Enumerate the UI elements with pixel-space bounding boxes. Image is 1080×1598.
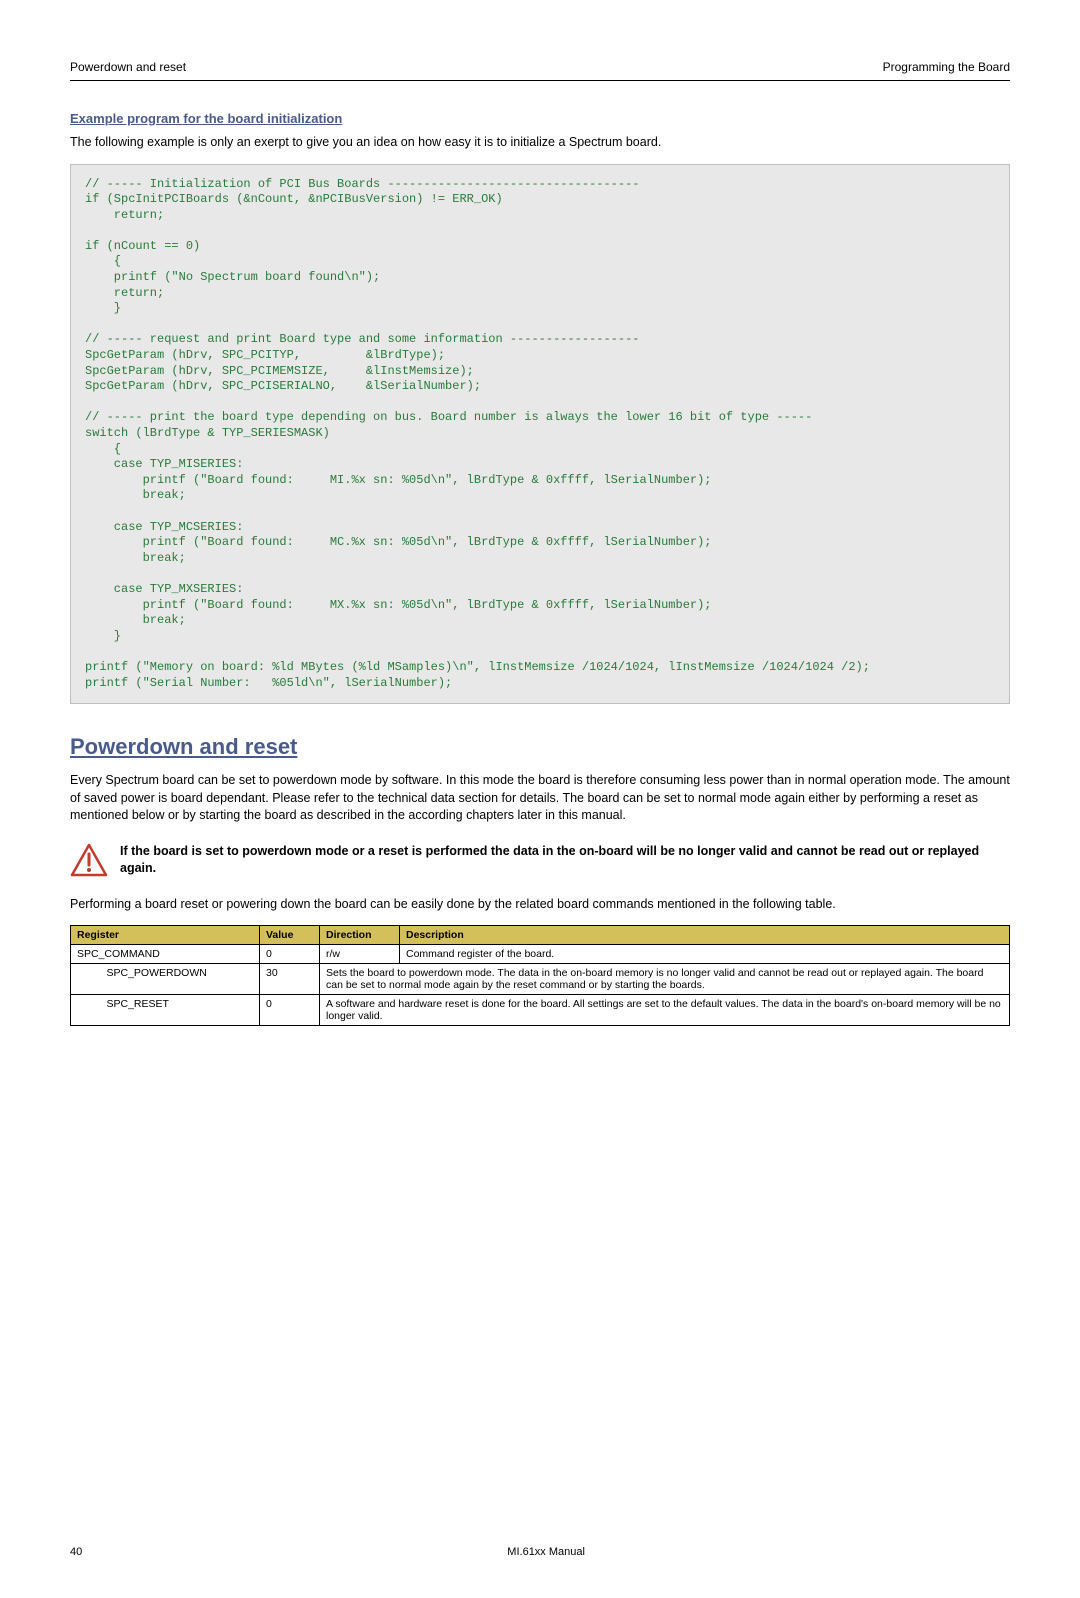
th-direction: Direction (319, 926, 399, 945)
cell-desc: Sets the board to powerdown mode. The da… (319, 964, 1009, 995)
page-header: Powerdown and reset Programming the Boar… (70, 60, 1010, 81)
header-right: Programming the Board (883, 60, 1010, 74)
page-footer: 40 MI.61xx Manual (70, 1546, 1010, 1558)
powerdown-section: Powerdown and reset Every Spectrum board… (70, 734, 1010, 1026)
cell-reg: SPC_RESET (101, 995, 260, 1026)
th-value: Value (259, 926, 319, 945)
powerdown-para2: Performing a board reset or powering dow… (70, 896, 1010, 914)
example-subtitle: Example program for the board initializa… (70, 111, 1010, 126)
cell-dir: r/w (319, 945, 399, 964)
cell-reg: SPC_POWERDOWN (101, 964, 260, 995)
cell-indent (71, 964, 101, 995)
example-intro: The following example is only an exerpt … (70, 134, 1010, 152)
cell-val: 30 (259, 964, 319, 995)
cell-desc: A software and hardware reset is done fo… (319, 995, 1009, 1026)
table-row: SPC_POWERDOWN 30 Sets the board to power… (71, 964, 1010, 995)
cell-desc: Command register of the board. (399, 945, 1009, 964)
warning-icon (70, 843, 108, 877)
th-description: Description (399, 926, 1009, 945)
example-section: Example program for the board initializa… (70, 111, 1010, 704)
footer-page: 40 (70, 1546, 82, 1558)
table-row: SPC_COMMAND 0 r/w Command register of th… (71, 945, 1010, 964)
powerdown-para1: Every Spectrum board can be set to power… (70, 772, 1010, 825)
header-left: Powerdown and reset (70, 60, 186, 74)
footer-center: MI.61xx Manual (82, 1546, 1010, 1558)
cell-indent (71, 995, 101, 1026)
warning-row: If the board is set to powerdown mode or… (70, 843, 1010, 878)
cell-val: 0 (259, 945, 319, 964)
warning-text: If the board is set to powerdown mode or… (120, 843, 1010, 878)
th-register: Register (71, 926, 260, 945)
table-header-row: Register Value Direction Description (71, 926, 1010, 945)
powerdown-title: Powerdown and reset (70, 734, 1010, 760)
cell-reg: SPC_COMMAND (71, 945, 260, 964)
cell-val: 0 (259, 995, 319, 1026)
register-table: Register Value Direction Description SPC… (70, 925, 1010, 1026)
table-row: SPC_RESET 0 A software and hardware rese… (71, 995, 1010, 1026)
code-block: // ----- Initialization of PCI Bus Board… (70, 164, 1010, 705)
